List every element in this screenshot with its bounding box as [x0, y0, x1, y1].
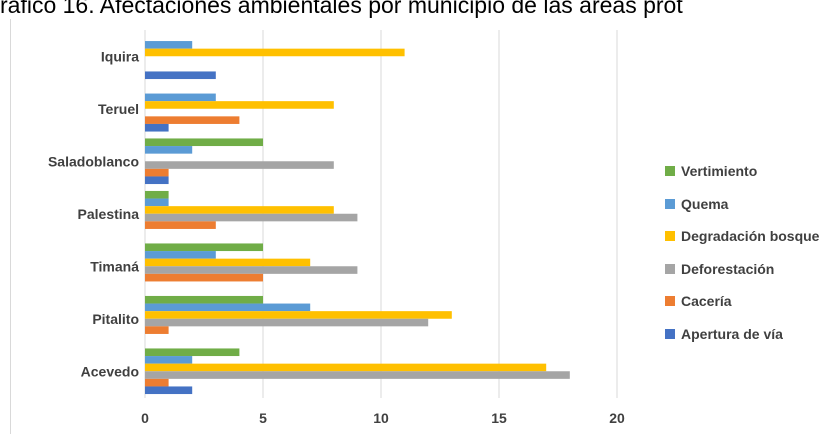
bar: [145, 258, 311, 267]
x-tick-label: 20: [609, 410, 625, 426]
x-tick-label: 5: [259, 410, 267, 426]
bar: [145, 168, 169, 177]
x-tick-label: 10: [373, 410, 389, 426]
category-label: Acevedo: [81, 363, 139, 379]
bar: [145, 176, 169, 185]
x-tick-label: 15: [491, 410, 507, 426]
bar: [145, 48, 405, 57]
legend-label: Cacería: [681, 293, 732, 310]
bar: [145, 161, 334, 169]
category-label: Iquira: [101, 48, 139, 64]
bar: [145, 198, 169, 207]
legend-swatch: [665, 263, 675, 274]
bar: [145, 146, 193, 154]
bar: [145, 356, 193, 364]
bar-chart: Iquira Teruel Saladoblanco Palestina Timaná P…: [48, 30, 625, 426]
legend-item: Degradación bosque: [665, 220, 819, 253]
legend-label: Vertimiento: [681, 163, 758, 180]
legend-label: Apertura de vía: [681, 325, 783, 342]
bar: [145, 41, 193, 49]
legend-item: Cacería: [665, 285, 819, 318]
bar: [145, 273, 263, 282]
chart-legend: Vertimiento Quema Degradación bosque Defore…: [665, 155, 819, 350]
bar: [145, 311, 452, 319]
category-label: Saladoblanco: [48, 153, 139, 169]
bar: [145, 206, 334, 214]
legend-swatch: [665, 231, 675, 242]
bar: [145, 326, 169, 334]
legend-swatch: [665, 198, 675, 209]
bar: [145, 348, 240, 357]
bar: [145, 363, 547, 372]
legend-swatch: [665, 296, 675, 307]
bar: [145, 138, 263, 147]
bar: [145, 123, 169, 132]
category-label: Pitalito: [92, 311, 139, 327]
chart-area: Iquira Teruel Saladoblanco Palestina Timaná P…: [10, 19, 840, 434]
bar: [145, 93, 216, 102]
category-label: Timaná: [90, 258, 139, 274]
bar: [145, 243, 263, 252]
bar: [145, 266, 358, 274]
bar: [145, 378, 169, 387]
bar: [145, 213, 358, 222]
bar: [145, 295, 263, 304]
x-tick-label: 0: [141, 410, 149, 426]
bar: [145, 101, 334, 109]
category-label: Palestina: [78, 206, 140, 222]
bar: [145, 71, 216, 80]
legend-swatch: [665, 328, 675, 339]
bar: [145, 221, 216, 229]
legend-label: Degradación bosque: [681, 228, 820, 245]
bar: [145, 251, 216, 259]
bar: [145, 318, 429, 327]
chart-title: ráfico 16. Afectaciones ambientales por …: [0, 0, 683, 18]
category-label: Teruel: [98, 101, 139, 117]
bar: [145, 371, 570, 379]
bar: [145, 303, 311, 312]
bar: [145, 190, 169, 199]
legend-label: Quema: [681, 195, 729, 212]
legend-item: Quema: [665, 188, 819, 221]
legend-item: Deforestación: [665, 253, 819, 286]
bar: [145, 116, 240, 124]
legend-item: Vertimiento: [665, 155, 819, 188]
legend-swatch: [665, 166, 675, 177]
legend-item: Apertura de vía: [665, 318, 819, 351]
legend-label: Deforestación: [681, 260, 775, 277]
bar: [145, 386, 193, 395]
